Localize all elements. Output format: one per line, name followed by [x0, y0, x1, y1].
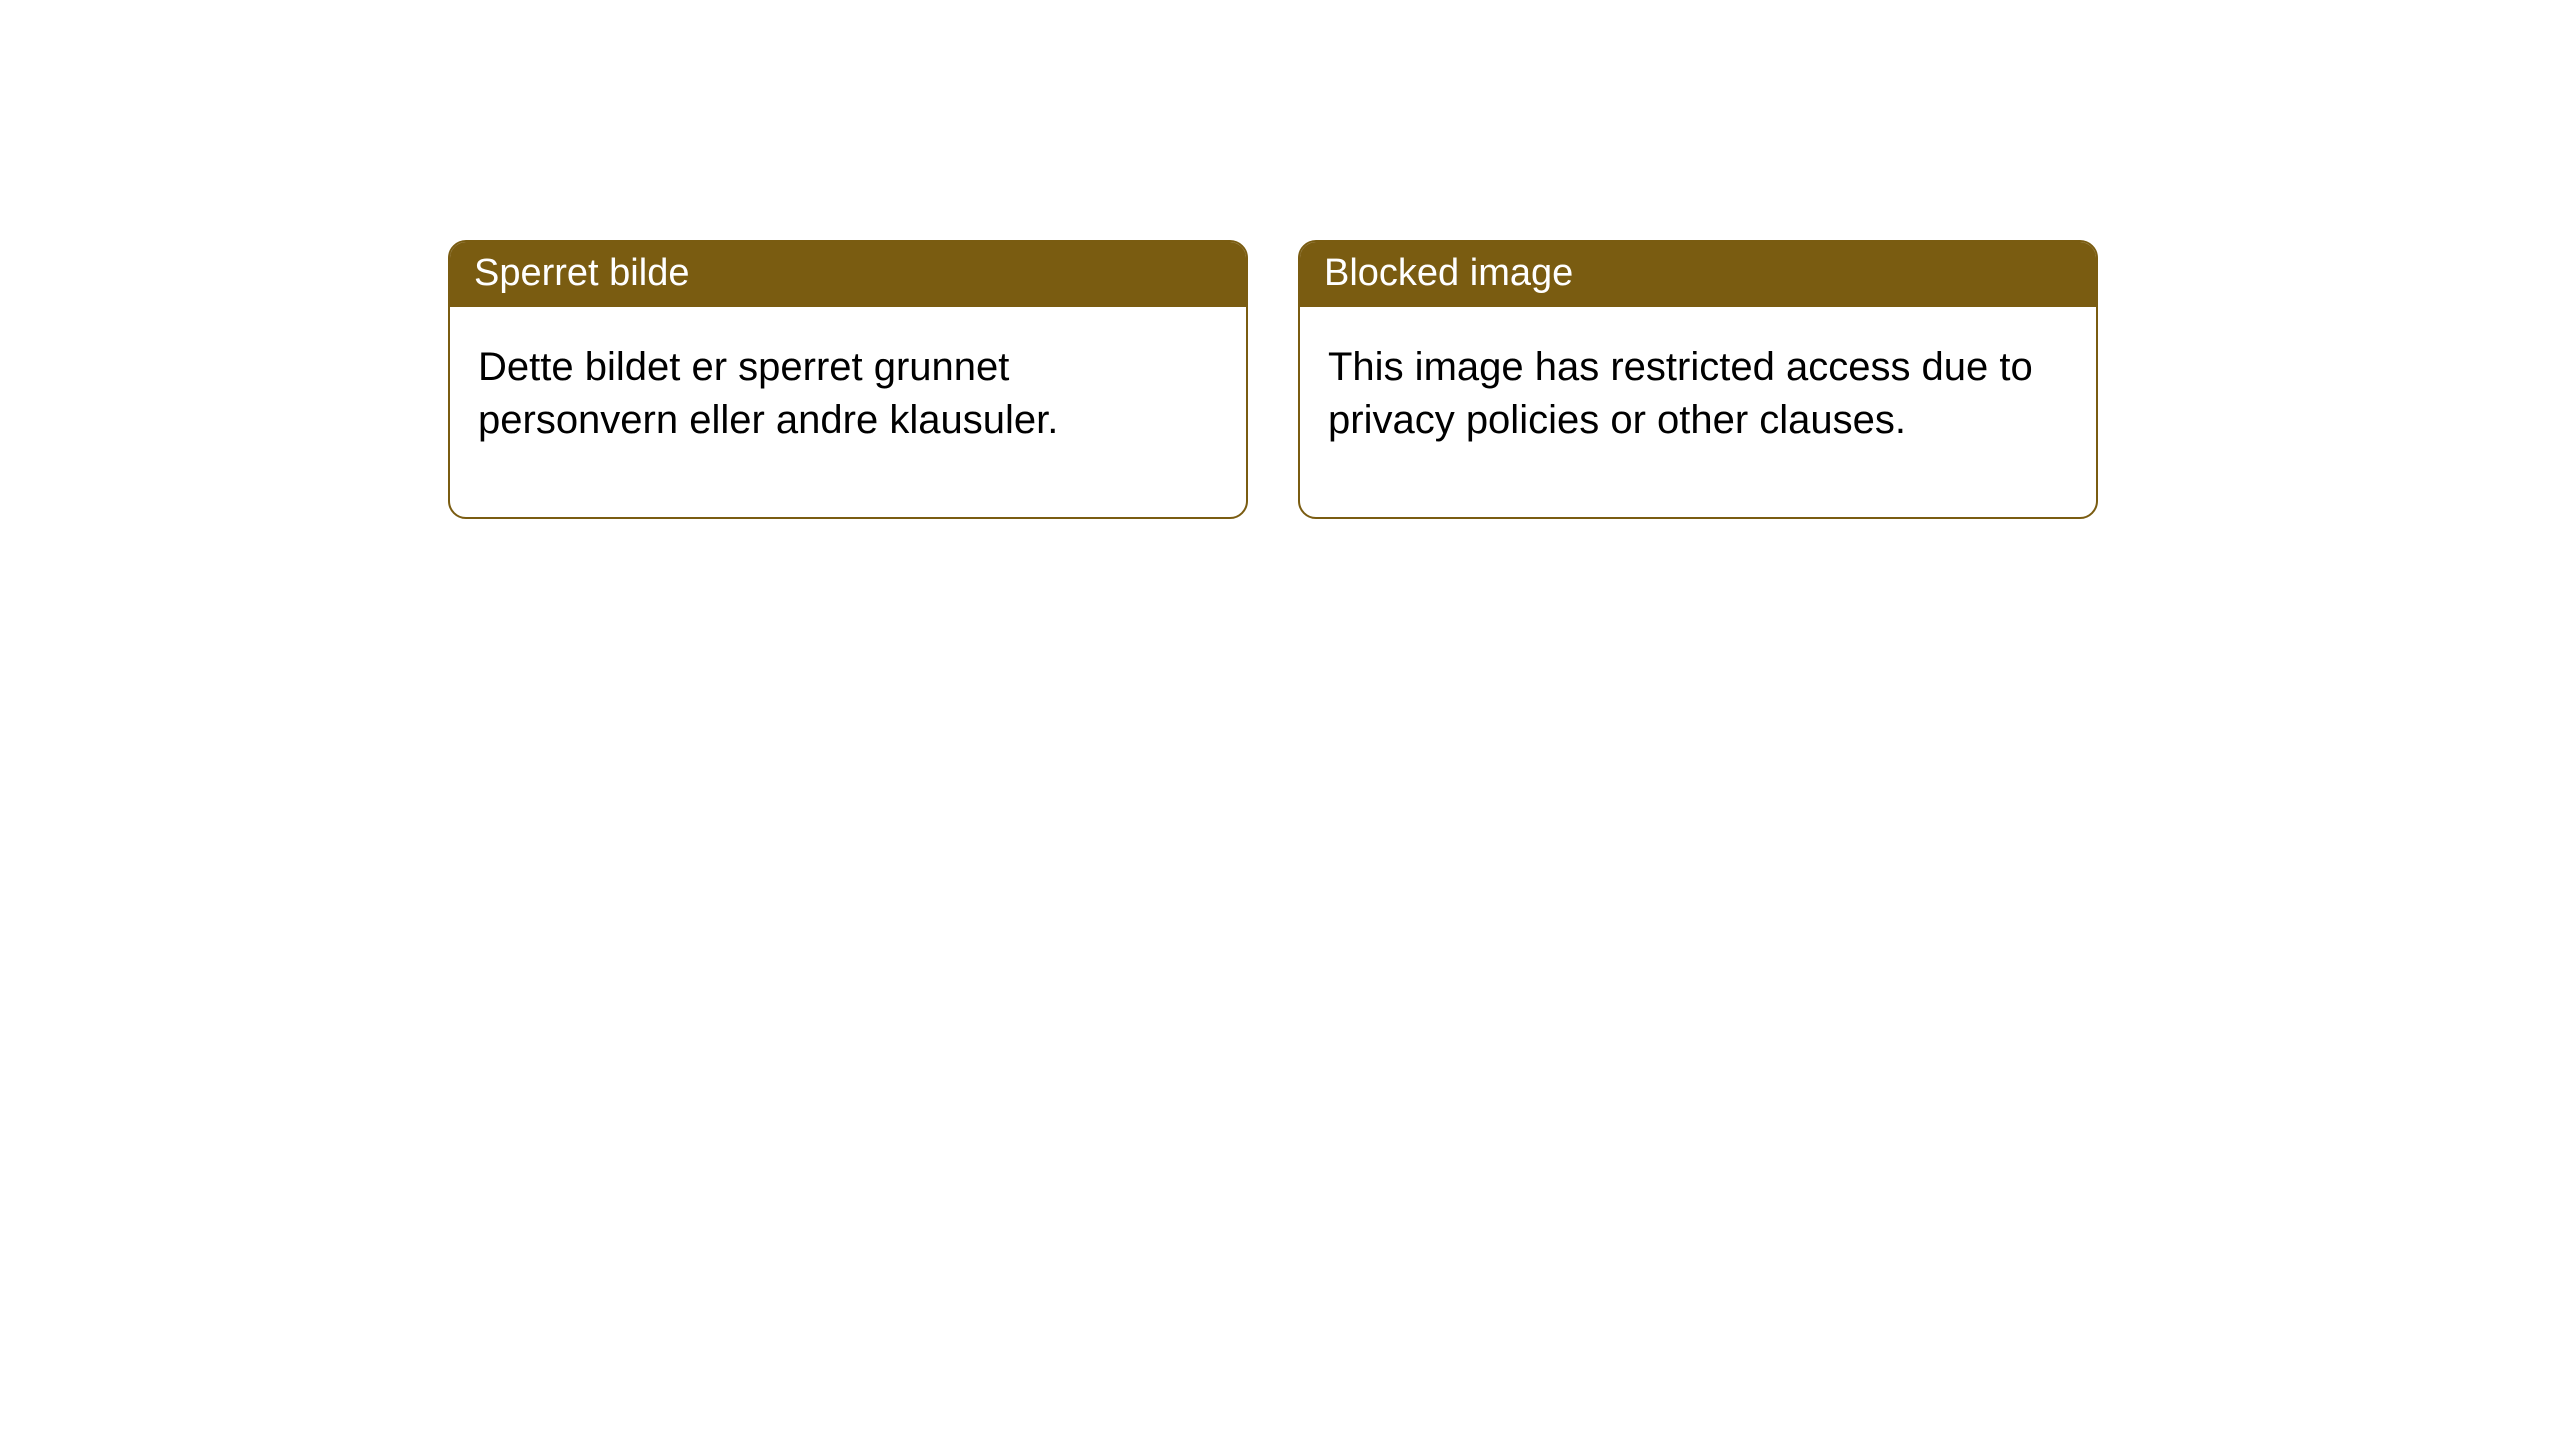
card-body: This image has restricted access due to …: [1300, 307, 2096, 517]
card-message: This image has restricted access due to …: [1328, 345, 2033, 442]
card-header: Sperret bilde: [450, 242, 1246, 307]
card-title: Sperret bilde: [474, 252, 689, 294]
card-header: Blocked image: [1300, 242, 2096, 307]
notice-card-english: Blocked image This image has restricted …: [1298, 240, 2098, 519]
card-title: Blocked image: [1324, 252, 1573, 294]
notice-card-norwegian: Sperret bilde Dette bildet er sperret gr…: [448, 240, 1248, 519]
card-message: Dette bildet er sperret grunnet personve…: [478, 345, 1058, 442]
card-body: Dette bildet er sperret grunnet personve…: [450, 307, 1246, 517]
notice-container: Sperret bilde Dette bildet er sperret gr…: [448, 240, 2098, 519]
